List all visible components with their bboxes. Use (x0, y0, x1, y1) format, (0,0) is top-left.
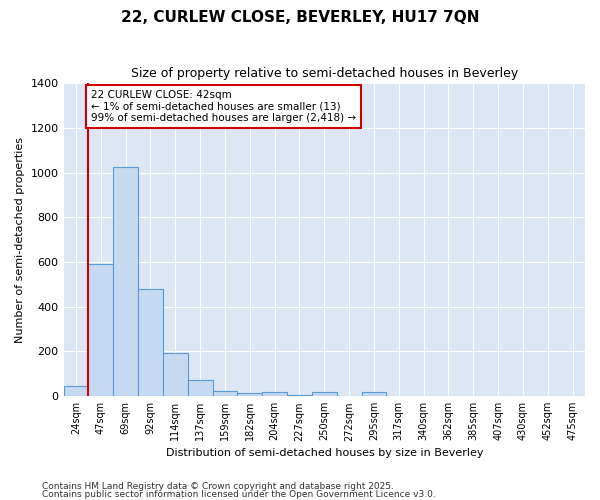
Bar (262, 392, 287, 396)
Bar (163, 352, 188, 396)
Bar (312, 392, 337, 396)
Bar (287, 395, 312, 396)
Bar (362, 392, 386, 396)
Title: Size of property relative to semi-detached houses in Beverley: Size of property relative to semi-detach… (131, 68, 518, 80)
Y-axis label: Number of semi-detached properties: Number of semi-detached properties (15, 136, 25, 342)
Bar (138, 289, 163, 396)
Bar (238, 393, 262, 396)
Text: 22 CURLEW CLOSE: 42sqm
← 1% of semi-detached houses are smaller (13)
99% of semi: 22 CURLEW CLOSE: 42sqm ← 1% of semi-deta… (91, 90, 356, 123)
Bar (88, 264, 113, 396)
Text: Contains public sector information licensed under the Open Government Licence v3: Contains public sector information licen… (42, 490, 436, 499)
Text: 22, CURLEW CLOSE, BEVERLEY, HU17 7QN: 22, CURLEW CLOSE, BEVERLEY, HU17 7QN (121, 10, 479, 25)
Bar (212, 392, 238, 396)
Bar (64, 386, 88, 396)
Bar (188, 380, 212, 396)
Text: Contains HM Land Registry data © Crown copyright and database right 2025.: Contains HM Land Registry data © Crown c… (42, 482, 394, 491)
Bar (113, 167, 138, 396)
X-axis label: Distribution of semi-detached houses by size in Beverley: Distribution of semi-detached houses by … (166, 448, 483, 458)
